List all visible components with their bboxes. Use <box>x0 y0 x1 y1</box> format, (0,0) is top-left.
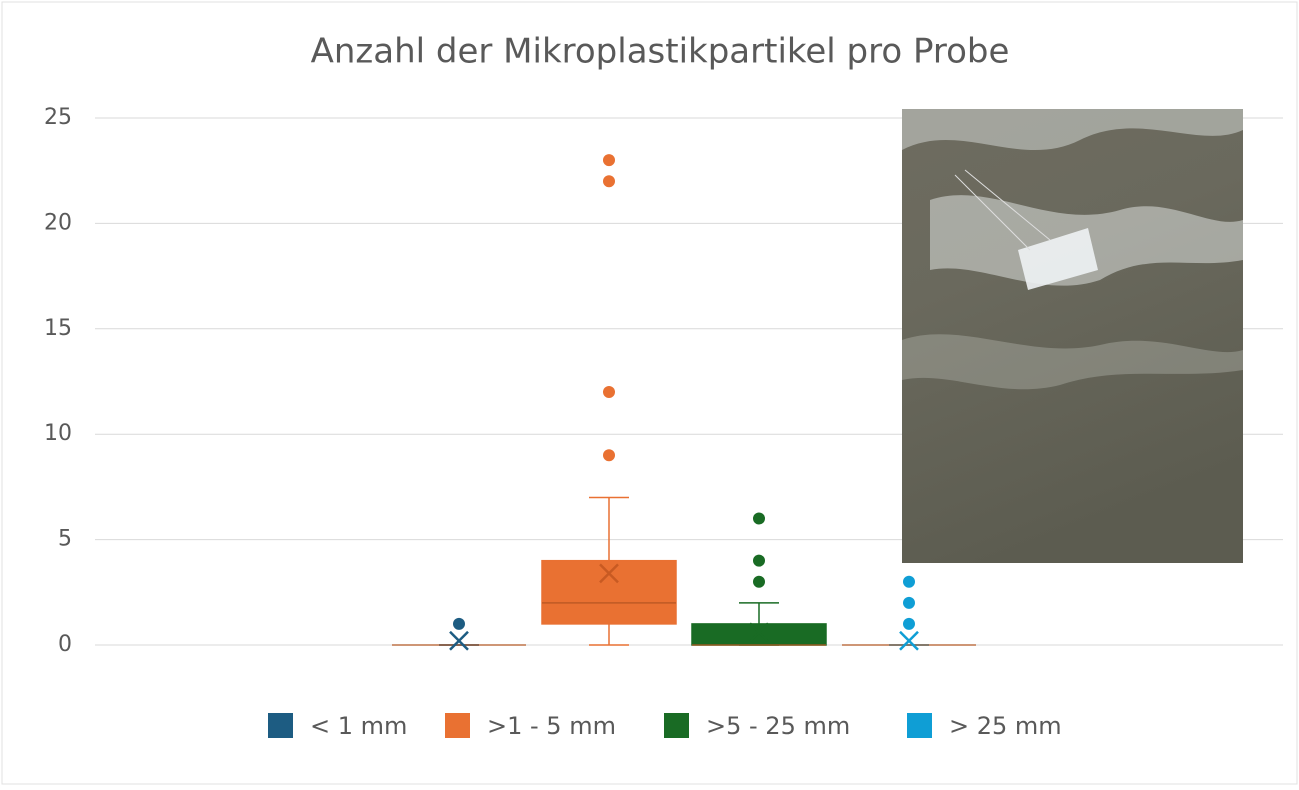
y-tick-label: 5 <box>58 527 72 552</box>
box <box>541 559 677 625</box>
legend-swatch <box>907 713 932 738</box>
legend: < 1 mm >1 - 5 mm >5 - 25 mm > 25 mm <box>268 712 1062 740</box>
grid: 0 5 10 15 20 25 <box>44 105 1283 657</box>
y-tick-label: 20 <box>44 210 72 235</box>
outlier <box>903 596 915 609</box>
box <box>691 623 827 646</box>
mean-marker <box>449 630 469 651</box>
photo <box>902 109 1243 563</box>
legend-swatch <box>664 713 689 738</box>
legend-swatch <box>268 713 293 738</box>
legend-label: < 1 mm <box>310 712 407 740</box>
plot <box>392 154 976 651</box>
outlier <box>603 154 615 167</box>
mean-marker <box>749 622 769 643</box>
outlier <box>753 512 765 525</box>
legend-label: >1 - 5 mm <box>487 712 616 740</box>
outlier <box>603 449 615 462</box>
outlier <box>903 617 915 630</box>
outlier <box>453 617 465 630</box>
y-tick-label: 0 <box>58 632 72 657</box>
chart-title: Anzahl der Mikroplastikpartikel pro Prob… <box>311 32 1010 72</box>
outlier <box>603 386 615 399</box>
y-tick-label: 15 <box>44 316 72 341</box>
outlier <box>753 575 765 588</box>
legend-label: > 25 mm <box>949 712 1062 740</box>
mean-marker <box>599 563 619 584</box>
outlier <box>753 554 765 567</box>
outlier <box>603 175 615 188</box>
outlier <box>903 575 915 588</box>
y-tick-label: 25 <box>44 105 72 130</box>
legend-swatch <box>445 713 470 738</box>
y-tick-label: 10 <box>44 421 72 446</box>
legend-label: >5 - 25 mm <box>706 712 850 740</box>
mean-marker <box>899 630 919 651</box>
